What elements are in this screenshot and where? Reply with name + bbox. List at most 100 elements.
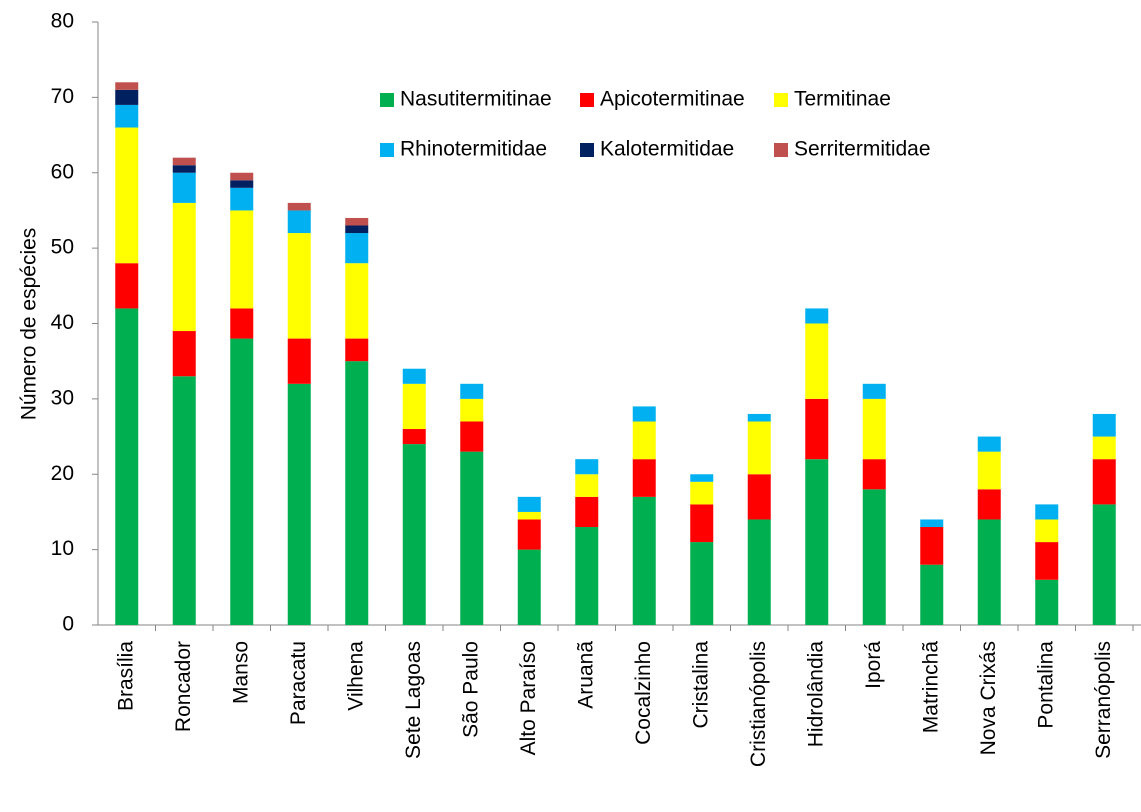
bar-segment (345, 338, 369, 362)
legend-label: Termitinae (794, 88, 891, 111)
bar-segment (690, 474, 714, 482)
bar-segment (805, 398, 829, 460)
x-tick-label: Aruanã (574, 641, 597, 709)
y-tick-label: 0 (62, 613, 74, 636)
bar-segment (1035, 579, 1059, 625)
bar-segment (172, 376, 196, 625)
bar-segment (632, 459, 656, 497)
bar-segment (115, 104, 139, 128)
bar-segment (287, 338, 311, 384)
legend-swatch (580, 143, 594, 157)
x-tick-label: Serranópolis (1092, 641, 1115, 759)
bar-segment (172, 157, 196, 166)
bar-segment (862, 383, 886, 399)
bar-segment (690, 481, 714, 505)
legend-label: Rhinotermitidae (400, 138, 547, 161)
bar-segment (575, 496, 599, 528)
x-tick-label: Cristalina (689, 641, 712, 729)
x-tick-label: Cocalzinho (632, 641, 655, 745)
bar-segment (632, 496, 656, 625)
bar-segment (287, 210, 311, 234)
y-tick-label: 30 (51, 386, 74, 409)
y-tick-label: 80 (51, 10, 74, 33)
legend-label: Apicotermitinae (600, 88, 745, 111)
legend-swatch (380, 93, 394, 107)
bar-segment (977, 451, 1001, 490)
bar-segment (805, 323, 829, 399)
bar-segment (1092, 504, 1116, 625)
legend-swatch (774, 143, 788, 157)
bar-segment (1035, 504, 1059, 520)
x-tick-label: Paracatu (287, 641, 310, 725)
bar-segment (575, 527, 599, 625)
bar-segment (805, 459, 829, 625)
bar-segment (287, 383, 311, 625)
bar-segment (115, 82, 139, 90)
x-tick-label: Cristianópolis (747, 641, 770, 767)
bar-segment (172, 202, 196, 332)
bar-segment (632, 421, 656, 460)
bar-segment (1092, 436, 1116, 460)
bar-segment (517, 511, 541, 520)
x-tick-label: Sete Lagoas (402, 641, 425, 759)
x-tick-label: Nova Crixás (977, 641, 1000, 755)
bar-segment (172, 165, 196, 173)
bar-segment (172, 172, 196, 203)
bar-segment (632, 406, 656, 422)
legend-label: Nasutitermitinae (400, 88, 552, 111)
bar-segment (517, 496, 541, 512)
y-tick-label: 20 (51, 462, 74, 485)
bar-segment (402, 429, 426, 445)
y-tick-label: 70 (51, 85, 74, 108)
bar-segment (460, 398, 484, 422)
bar-segment (172, 331, 196, 377)
x-tick-label: Pontalina (1034, 641, 1057, 729)
bar-segment (345, 361, 369, 625)
y-tick-label: 50 (51, 236, 74, 259)
bar-segment (575, 459, 599, 475)
bar-segment (747, 519, 771, 625)
bar-segment (1035, 542, 1059, 580)
y-axis-label: Número de espécies (18, 228, 41, 421)
y-tick-label: 60 (51, 160, 74, 183)
bar-segment (747, 421, 771, 475)
x-tick-label: Alto Paraíso (517, 641, 540, 755)
x-tick-label: Matrinchã (919, 641, 942, 734)
bar-segment (747, 413, 771, 422)
bar-segment (747, 474, 771, 520)
x-tick-label: Brasília (114, 641, 137, 711)
bar-segment (977, 436, 1001, 452)
x-tick-label: Manso (229, 641, 252, 704)
bar-segment (230, 308, 254, 339)
bar-segment (977, 489, 1001, 520)
bar-segment (115, 263, 139, 309)
bar-segment (230, 338, 254, 625)
bar-segment (230, 187, 254, 211)
bar-segment (862, 459, 886, 490)
bar-segment (920, 564, 944, 625)
x-tick-label: São Paulo (459, 641, 482, 738)
bar-segment (345, 217, 369, 226)
legend-swatch (774, 93, 788, 107)
bar-segment (690, 542, 714, 625)
bar-segment (402, 368, 426, 384)
bar-segment (345, 225, 369, 234)
bar-segment (460, 383, 484, 399)
bar-segment (1092, 413, 1116, 437)
bar-segment (115, 127, 139, 264)
bar-segment (230, 180, 254, 188)
bar-segment (345, 263, 369, 339)
x-tick-label: Vilhena (344, 641, 367, 711)
bar-segment (805, 308, 829, 324)
bar-segment (115, 89, 139, 105)
bar-segment (862, 489, 886, 625)
y-tick-label: 40 (51, 311, 74, 334)
bar-segment (287, 233, 311, 339)
bar-segment (920, 519, 944, 528)
bar-segment (230, 210, 254, 309)
bar-segment (1092, 459, 1116, 505)
bar-segment (920, 527, 944, 565)
legend-swatch (580, 93, 594, 107)
y-tick-label: 10 (51, 537, 74, 560)
